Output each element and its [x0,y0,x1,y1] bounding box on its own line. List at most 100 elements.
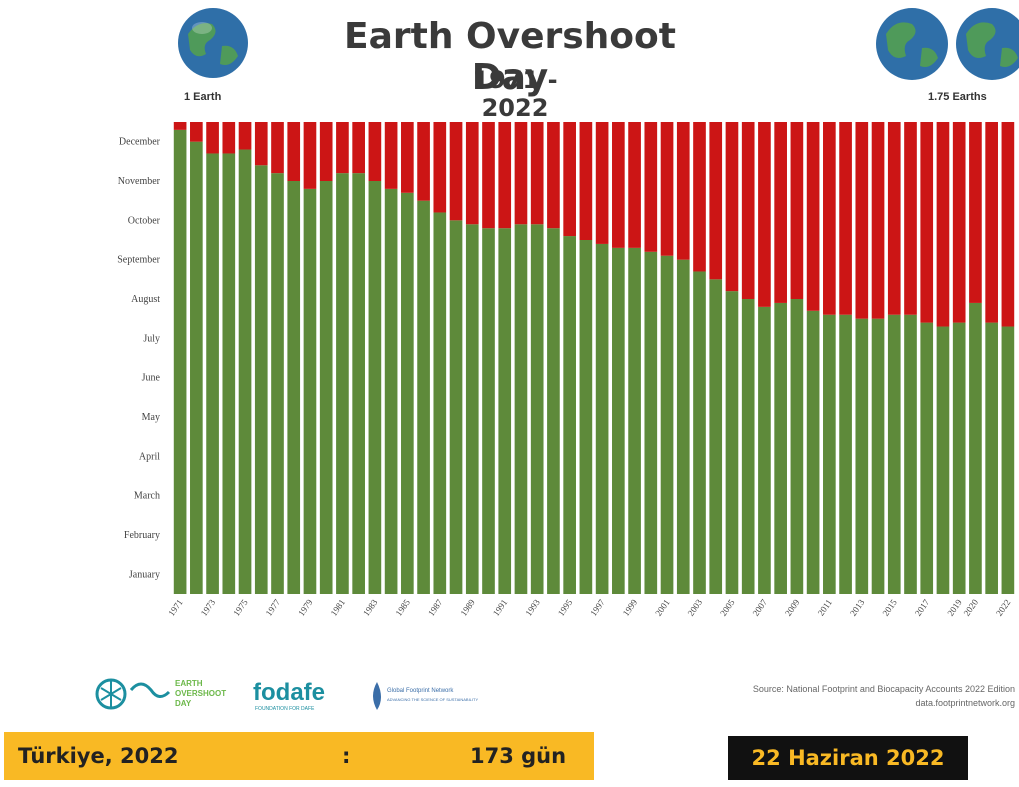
bar-segment-green [514,224,528,594]
bar-segment-red [238,122,252,150]
bar-segment-red [855,122,869,319]
bar-segment-green [173,129,187,594]
y-tick-label: January [129,569,160,580]
bar-segment-red [969,122,982,303]
bar-segment-red [222,122,236,154]
bar-segment-green [709,279,723,594]
bar-segment-green [676,259,690,594]
bar-segment-red [628,122,641,248]
bar-segment-red [579,122,593,240]
bar-segment-red [384,122,398,189]
bar-segment-green [887,314,901,594]
bar-segment-red [206,122,219,154]
bar-segment-green [725,291,739,594]
x-tick-label: 1975 [231,597,250,618]
bar-segment-red [758,122,771,307]
y-tick-label: April [139,451,160,462]
x-tick-label: 1991 [491,597,510,617]
bar-segment-red [985,122,998,323]
bar-segment-green [238,149,252,595]
bar-segment-green [222,153,236,594]
source-note: Source: National Footprint and Biocapaci… [600,682,1015,710]
fodafe-logo-subtext: FOUNDATION FOR DAFE [255,706,315,712]
bar-segment-red [254,122,268,166]
bar-segment-red [952,122,966,323]
bar-segment-green [612,247,625,594]
x-tick-label: 1989 [458,597,477,618]
bar-segment-red [676,122,690,260]
source-line-2: data.footprintnetwork.org [915,698,1015,708]
x-tick-label: 1993 [523,597,542,618]
fodafe-logo: fodafe FOUNDATION FOR DAFE [253,679,325,712]
chart-subtitle: 1971 - 2022 [472,66,558,122]
y-tick-label: August [131,294,160,305]
bar-segment-red [498,122,512,229]
bar-segment-green [985,322,998,594]
chart-title: Earth Overshoot Day [344,16,676,98]
x-tick-label: 2017 [913,597,932,618]
bar-segment-green [482,228,495,594]
bar-segment-red [644,122,658,252]
bar-segment-red [319,122,333,181]
country-label: Türkiye, 2022 [18,744,179,768]
bar-segment-green [287,181,301,594]
bar-segment-green [644,251,658,595]
bar-segment-green [579,240,593,594]
bar-segment-red [871,122,885,319]
bar-segment-green [693,271,706,594]
bar-segment-red [287,122,301,181]
bar-segment-red [190,122,203,142]
bar-segment-green [774,302,787,594]
earth-overshoot-day-logo: EARTH OVERSHOOT DAY [95,678,226,710]
bar-segment-green [254,165,268,594]
bar-segment-green [904,314,917,594]
bar-segment-red [741,122,755,299]
x-tick-label: 2007 [751,597,770,618]
bar-segment-green [417,200,430,594]
bar-segment-green [823,314,836,594]
bar-segment-green [547,228,560,594]
x-tick-label: 1987 [426,597,445,618]
y-tick-label: September [117,255,160,266]
bar-segment-red [173,122,187,130]
bar-segment-red [401,122,414,193]
bar-segment-green [352,173,365,594]
bar-segment-red [806,122,820,311]
bar-segment-red [303,122,317,189]
bar-segment-green [595,243,609,594]
bar-segment-green [920,322,934,594]
bar-segment-green [449,220,463,595]
bar-segment-green [465,224,479,594]
bar-segment-green [741,299,755,594]
bar-segment-green [628,247,641,594]
x-tick-label: 2001 [653,597,672,617]
y-tick-label: March [134,491,160,502]
bar-segment-red [547,122,560,229]
global-footprint-network-logo: Global Footprint Network ADVANCING THE S… [373,682,478,710]
left-globe-label: 1 Earth [184,91,222,103]
x-tick-label: 2015 [880,597,899,618]
x-tick-label: 1999 [621,597,640,618]
y-tick-label: February [124,530,160,541]
x-tick-label: 2022 [994,597,1013,617]
bar-segment-green [206,153,219,594]
bar-segment-red [352,122,365,174]
bar-segment-green [530,224,544,594]
bar-segment-green [790,299,804,594]
x-tick-label: 1985 [393,597,412,618]
right-globe-icon [876,8,1019,80]
bar-segment-green [563,236,576,595]
bar-segment-red [774,122,787,303]
x-tick-label: 1997 [588,597,607,618]
bar-segment-red [271,122,284,174]
bar-segment-red [709,122,723,280]
y-tick-label: December [119,137,161,148]
bar-segment-green [839,314,852,594]
bar-segment-green [969,302,982,594]
bar-segment-green [952,322,966,594]
bar-segment-red [887,122,901,315]
turkiye-summary-bar: Türkiye, 2022 : 173 gün [4,732,594,780]
bar-segment-green [336,173,349,594]
x-tick-label: 2005 [718,597,737,618]
bar-segment-red [823,122,836,315]
